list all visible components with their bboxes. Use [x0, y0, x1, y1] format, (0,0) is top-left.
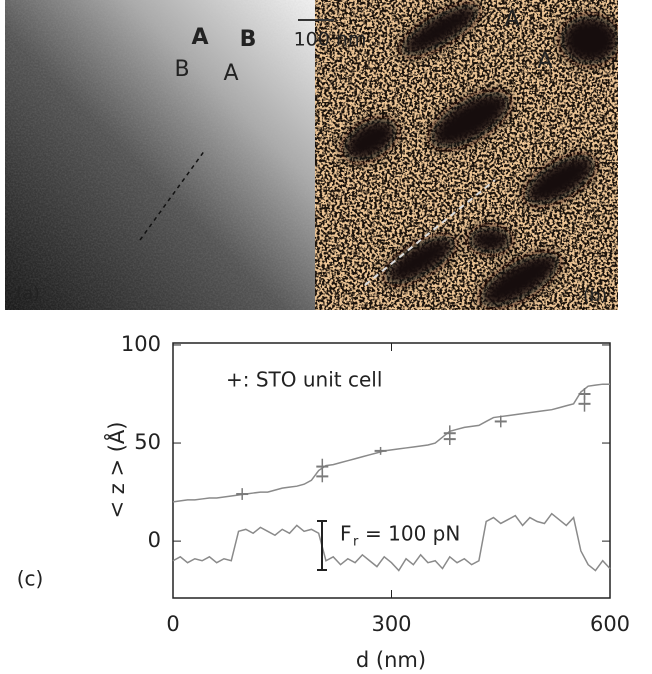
x-tick-label: 0 — [166, 612, 179, 636]
y-axis-label: < z > (Å) — [103, 422, 129, 519]
line — [172, 383, 610, 503]
site-label: A — [537, 49, 552, 74]
site-label: A — [191, 25, 208, 50]
panel-label: (b) — [583, 286, 607, 306]
panel-label: (c) — [17, 567, 44, 591]
annotation: r — [353, 535, 359, 550]
x-axis-label: d (nm) — [356, 648, 426, 672]
image-b — [315, 0, 618, 310]
annotation: F — [340, 522, 352, 546]
site-label: B — [174, 57, 189, 82]
annotation: = 100 pN — [365, 522, 460, 546]
scale-bar-label: 100 nm — [294, 29, 367, 51]
site-label: A — [504, 7, 519, 32]
site-label: B — [240, 27, 257, 52]
site-label: A — [223, 61, 238, 86]
chart: 0 50 100 0 300 600 +: STO unit cell — [121, 332, 630, 636]
x-tick-label: 300 — [371, 612, 411, 636]
y-tick-label: 50 — [134, 430, 161, 454]
legend-label: +: STO unit cell — [226, 368, 382, 392]
panel-label: (a) — [16, 284, 40, 304]
image-a — [5, 0, 315, 310]
line — [172, 512, 611, 572]
y-tick-label: 0 — [148, 528, 161, 552]
x-tick-label: 600 — [590, 612, 630, 636]
y-tick-label: 100 — [121, 332, 161, 356]
